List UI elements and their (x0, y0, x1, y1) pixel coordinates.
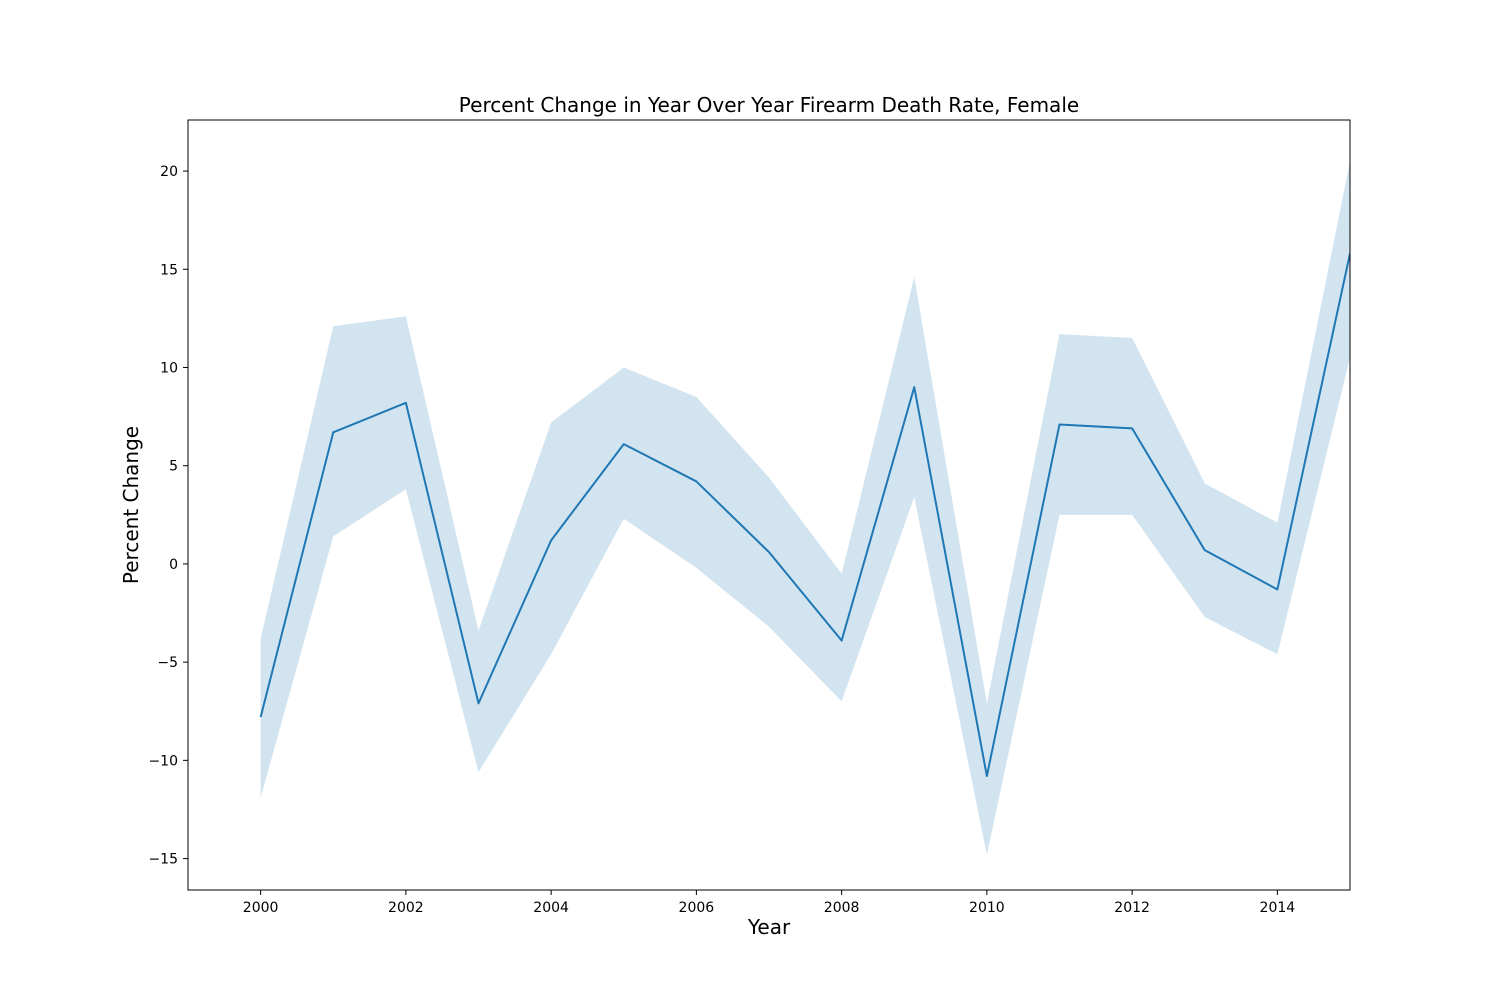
confidence-band (260, 161, 1350, 855)
y-axis-label: Percent Change (119, 426, 143, 584)
data-point (550, 539, 552, 541)
data-point (623, 443, 625, 445)
data-point (1204, 549, 1206, 551)
y-tick-label: 10 (160, 361, 178, 377)
x-tick-label: 2008 (824, 900, 860, 916)
data-point (986, 775, 988, 777)
data-point (913, 386, 915, 388)
data-point (1131, 427, 1133, 429)
data-point (405, 402, 407, 404)
data-point (332, 431, 334, 433)
data-point (1276, 588, 1278, 590)
data-point (478, 702, 480, 704)
data-point (695, 480, 697, 482)
plot-frame (187, 119, 1351, 891)
x-tick-label: 2000 (243, 900, 279, 916)
confidence-band-layer (260, 161, 1350, 855)
y-tick-label: −15 (148, 852, 178, 868)
y-tick-label: 5 (169, 459, 178, 475)
data-point (1059, 423, 1061, 425)
x-tick-label: 2012 (1114, 900, 1150, 916)
data-point (841, 640, 843, 642)
y-tick-label: 20 (160, 164, 178, 180)
series-line-layer (259, 253, 1350, 778)
series-line (259, 253, 1350, 778)
chart-title: Percent Change in Year Over Year Firearm… (459, 93, 1079, 117)
plot-area (259, 161, 1350, 855)
y-tick-label: 15 (160, 262, 178, 278)
x-tick-label: 2010 (969, 900, 1005, 916)
x-tick-label: 2004 (533, 900, 569, 916)
x-axis-label: Year (747, 915, 791, 939)
data-point (768, 551, 770, 553)
data-point (260, 716, 262, 718)
x-tick-label: 2006 (679, 900, 715, 916)
y-axis: −15 −10 −5 0 5 10 15 20 (148, 164, 188, 868)
x-axis: 2000 2002 2004 2006 2008 2010 2012 2014 (243, 890, 1295, 916)
x-tick-label: 2014 (1260, 900, 1296, 916)
x-tick-label: 2002 (388, 900, 424, 916)
y-tick-label: 0 (169, 557, 178, 573)
y-tick-label: −10 (148, 753, 178, 769)
y-tick-label: −5 (157, 655, 178, 671)
